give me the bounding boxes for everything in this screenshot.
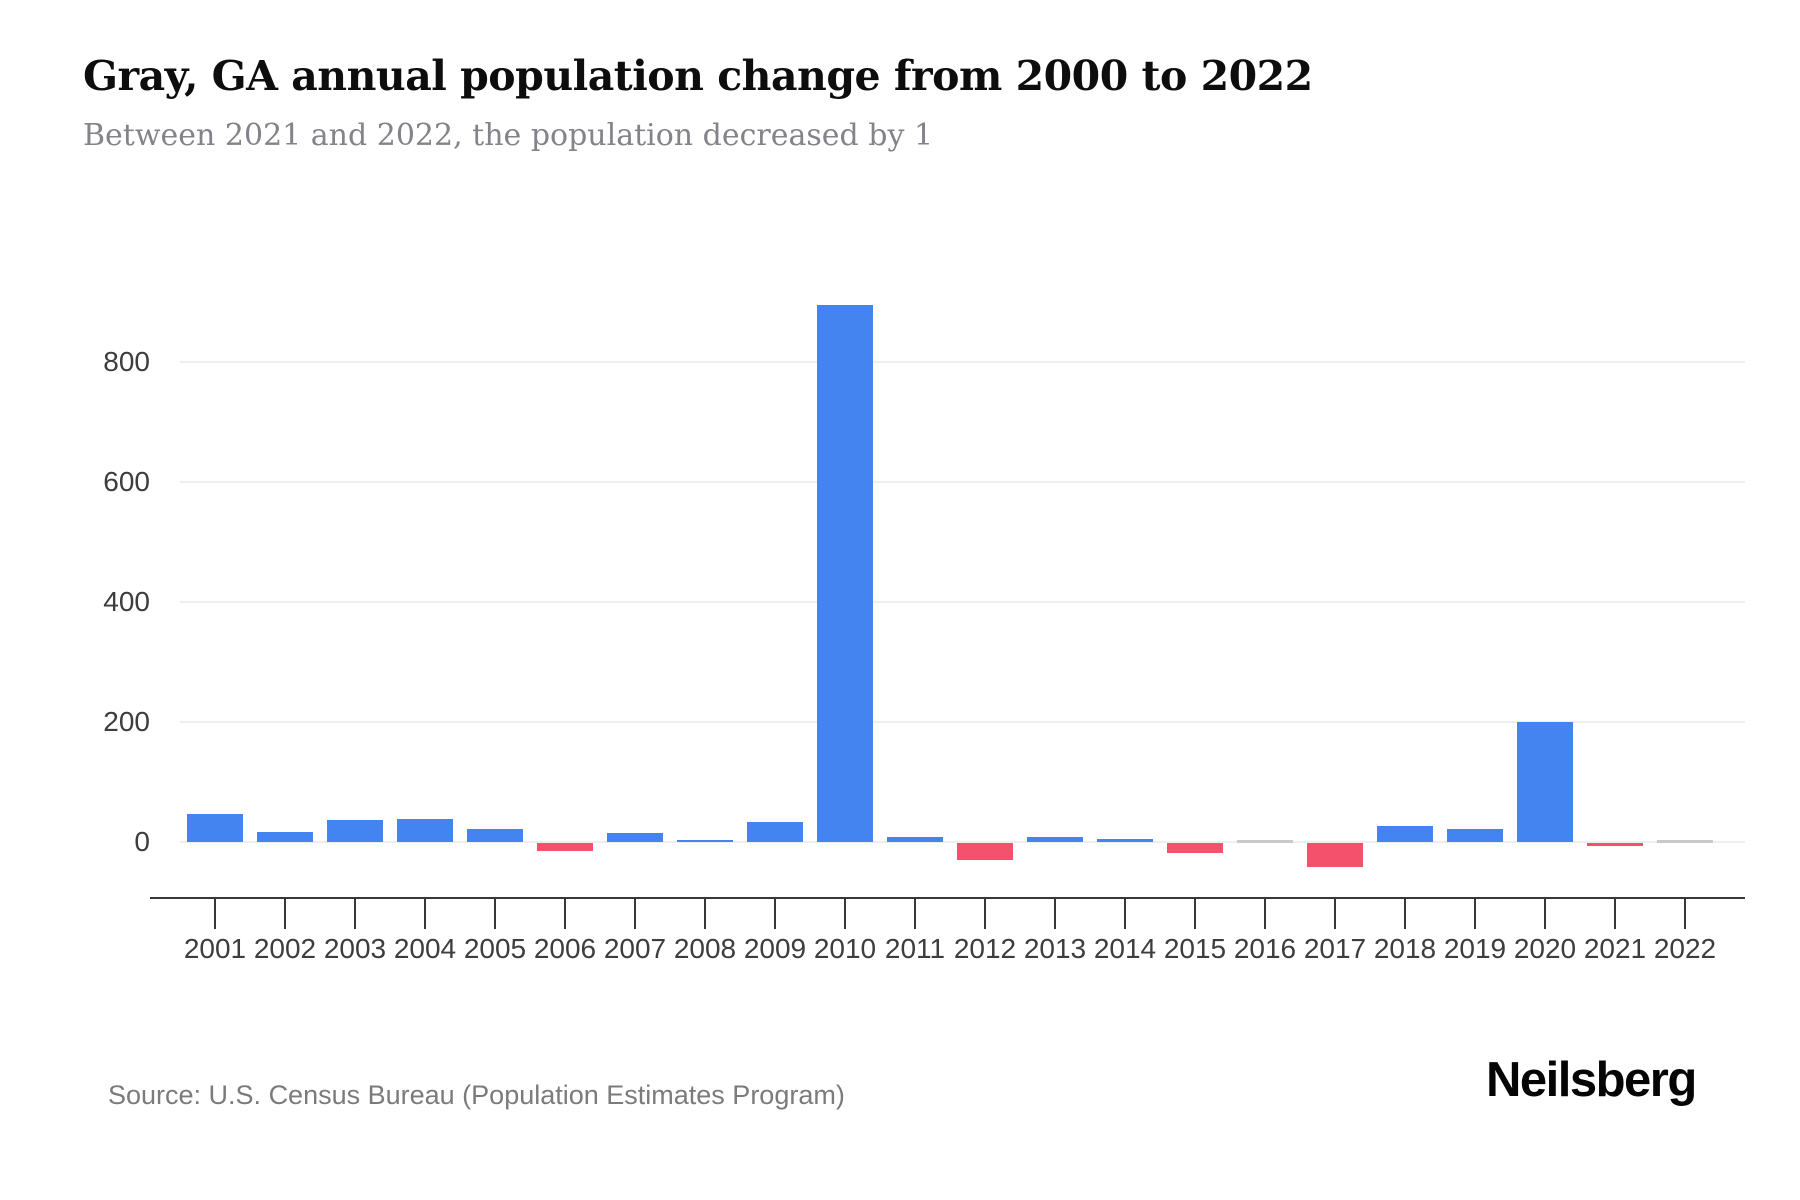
bar-2003[interactable] (327, 820, 383, 842)
gridline-400 (180, 601, 1745, 603)
bar-2001[interactable] (187, 813, 243, 842)
bar-2016[interactable] (1237, 840, 1293, 843)
x-axis-tick-2002 (284, 899, 286, 929)
bar-2018[interactable] (1377, 826, 1433, 842)
x-tick-label-2005: 2005 (463, 933, 527, 964)
bar-chart-plot-area: 0 200 400 600 800 2001 2002 2003 2004 2005 2006 200… (103, 305, 1745, 964)
gridline-600 (180, 481, 1745, 483)
y-tick-label-400: 400 (103, 586, 150, 617)
x-tick-label-2004: 2004 (393, 933, 457, 964)
x-axis-tick-2020 (1544, 899, 1546, 929)
x-axis-tick-2008 (704, 899, 706, 929)
x-tick-label-2006: 2006 (533, 933, 597, 964)
x-axis-tick-2001 (214, 899, 216, 929)
bar-2012[interactable] (957, 843, 1013, 860)
x-axis-tick-2016 (1264, 899, 1266, 929)
x-tick-label-2012: 2012 (953, 933, 1017, 964)
x-axis-tick-2003 (354, 899, 356, 929)
x-tick-label-2011: 2011 (884, 933, 946, 964)
x-tick-label-2021: 2021 (1583, 933, 1647, 964)
x-tick-label-2002: 2002 (253, 933, 317, 964)
x-tick-label-2007: 2007 (603, 933, 667, 964)
x-axis-tick-2022 (1684, 899, 1686, 929)
x-tick-label-2022: 2022 (1653, 933, 1717, 964)
bar-2007[interactable] (607, 833, 663, 842)
x-tick-label-2016: 2016 (1233, 933, 1297, 964)
bar-2019[interactable] (1447, 829, 1503, 842)
bar-2014[interactable] (1097, 839, 1153, 842)
x-tick-label-2010: 2010 (813, 933, 877, 964)
x-axis-tick-2014 (1124, 899, 1126, 929)
bar-2005[interactable] (467, 828, 523, 842)
gridline-0 (180, 841, 1745, 843)
x-axis-tick-2019 (1474, 899, 1476, 929)
bar-2022[interactable] (1657, 840, 1713, 843)
bar-2004[interactable] (397, 818, 453, 842)
bar-2020[interactable] (1517, 722, 1573, 842)
bar-2011[interactable] (887, 837, 943, 842)
x-axis-tick-2010 (844, 899, 846, 929)
x-tick-label-2019: 2019 (1443, 933, 1507, 964)
gridline-200 (180, 721, 1745, 723)
x-axis-tick-2004 (424, 899, 426, 929)
bar-2021[interactable] (1587, 843, 1643, 846)
x-axis-tick-2012 (984, 899, 986, 929)
x-axis-tick-2013 (1054, 899, 1056, 929)
x-axis-tick-2015 (1194, 899, 1196, 929)
x-axis-tick-2017 (1334, 899, 1336, 929)
bar-2017[interactable] (1307, 843, 1363, 867)
neilsberg-logo: Neilsberg (1486, 1053, 1697, 1107)
x-tick-label-2014: 2014 (1093, 933, 1157, 964)
x-axis-tick-2009 (774, 899, 776, 929)
x-axis-tick-2011 (914, 899, 916, 929)
x-tick-label-2015: 2015 (1163, 933, 1227, 964)
bar-2015[interactable] (1167, 843, 1223, 853)
x-tick-label-2009: 2009 (743, 933, 807, 964)
x-axis-tick-2021 (1614, 899, 1616, 929)
x-axis-tick-2006 (564, 899, 566, 929)
chart-title: Gray, GA annual population change from 2… (83, 52, 1313, 100)
y-tick-label-800: 800 (103, 346, 150, 377)
x-tick-label-2020: 2020 (1513, 933, 1577, 964)
bar-2010[interactable] (817, 305, 873, 842)
x-tick-label-2018: 2018 (1373, 933, 1437, 964)
x-axis-tick-2018 (1404, 899, 1406, 929)
bar-2002[interactable] (257, 832, 313, 842)
x-tick-label-2017: 2017 (1303, 933, 1367, 964)
x-axis-line (150, 897, 1745, 899)
bar-2013[interactable] (1027, 837, 1083, 842)
x-axis-tick-2007 (634, 899, 636, 929)
x-tick-label-2013: 2013 (1023, 933, 1087, 964)
y-tick-label-0: 0 (134, 826, 150, 857)
y-tick-label-600: 600 (103, 466, 150, 497)
y-tick-label-200: 200 (103, 706, 150, 737)
gridline-800 (180, 361, 1745, 363)
x-tick-label-2008: 2008 (673, 933, 737, 964)
x-tick-label-2001: 2001 (183, 933, 247, 964)
x-tick-label-2003: 2003 (323, 933, 387, 964)
bar-2009[interactable] (747, 822, 803, 842)
chart-subtitle: Between 2021 and 2022, the population de… (83, 118, 934, 153)
bar-2008[interactable] (677, 840, 733, 842)
source-note: Source: U.S. Census Bureau (Population E… (108, 1080, 845, 1110)
x-axis-tick-2005 (494, 899, 496, 929)
bar-2006[interactable] (537, 843, 593, 852)
